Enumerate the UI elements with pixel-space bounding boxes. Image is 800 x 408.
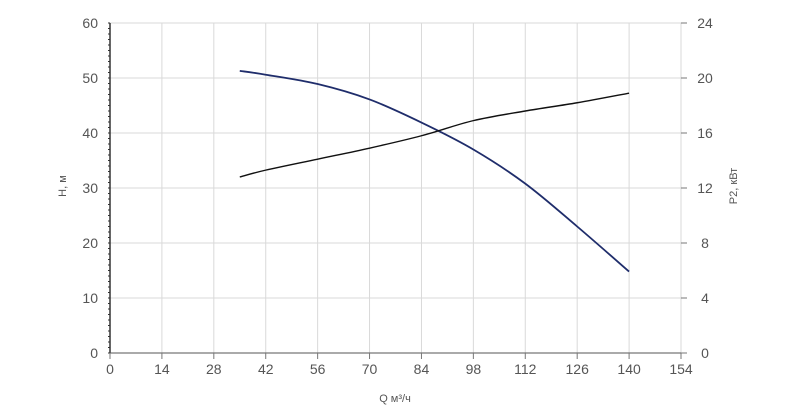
x-tick-label: 84 [414, 361, 430, 377]
x-tick-label: 14 [154, 361, 170, 377]
y-left-tick-label: 0 [90, 345, 98, 361]
y-right-tick-label: 20 [697, 70, 713, 86]
y-right-tick-label: 12 [697, 180, 713, 196]
grid [110, 22, 682, 353]
x-tick-label: 98 [466, 361, 482, 377]
x-tick-label: 140 [617, 361, 641, 377]
y-right-tick-label: 8 [701, 235, 709, 251]
x-tick-label: 112 [514, 361, 537, 377]
x-axis-title: Q м³/ч [379, 393, 411, 405]
head-curve-line [239, 69, 630, 273]
y-right-tick-labels: 0 4 8 12 16 20 24 [697, 15, 713, 361]
x-tick-label: 42 [258, 361, 274, 377]
x-tick-labels: 0 14 28 42 56 70 84 98 112 126 140 154 [106, 361, 693, 377]
y-left-tick-label: 40 [82, 125, 98, 141]
y-left-tick-labels: 0 10 20 30 40 50 60 [82, 15, 98, 361]
y-right-tick-label: 16 [697, 125, 713, 141]
y-left-axis-title: H, м [57, 175, 69, 197]
y-left-tick-label: 50 [82, 70, 98, 86]
y-right-tick-label: 0 [701, 345, 709, 361]
x-tick-label: 0 [106, 361, 114, 377]
y-right-axis-title: P2, кВт [728, 168, 740, 204]
y-left-tick-label: 10 [82, 290, 98, 306]
power-curve-line [239, 92, 630, 178]
series-group [239, 69, 630, 273]
y-right-tick-label: 4 [701, 290, 709, 306]
axes [108, 22, 687, 359]
x-tick-label: 126 [566, 361, 590, 377]
x-tick-label: 56 [310, 361, 326, 377]
x-tick-label: 70 [362, 361, 378, 377]
y-left-tick-label: 20 [82, 235, 98, 251]
x-tick-label: 28 [206, 361, 222, 377]
y-left-tick-label: 60 [82, 15, 98, 31]
x-tick-label: 154 [669, 361, 693, 377]
y-left-tick-label: 30 [82, 180, 98, 196]
y-right-tick-label: 24 [697, 15, 713, 31]
